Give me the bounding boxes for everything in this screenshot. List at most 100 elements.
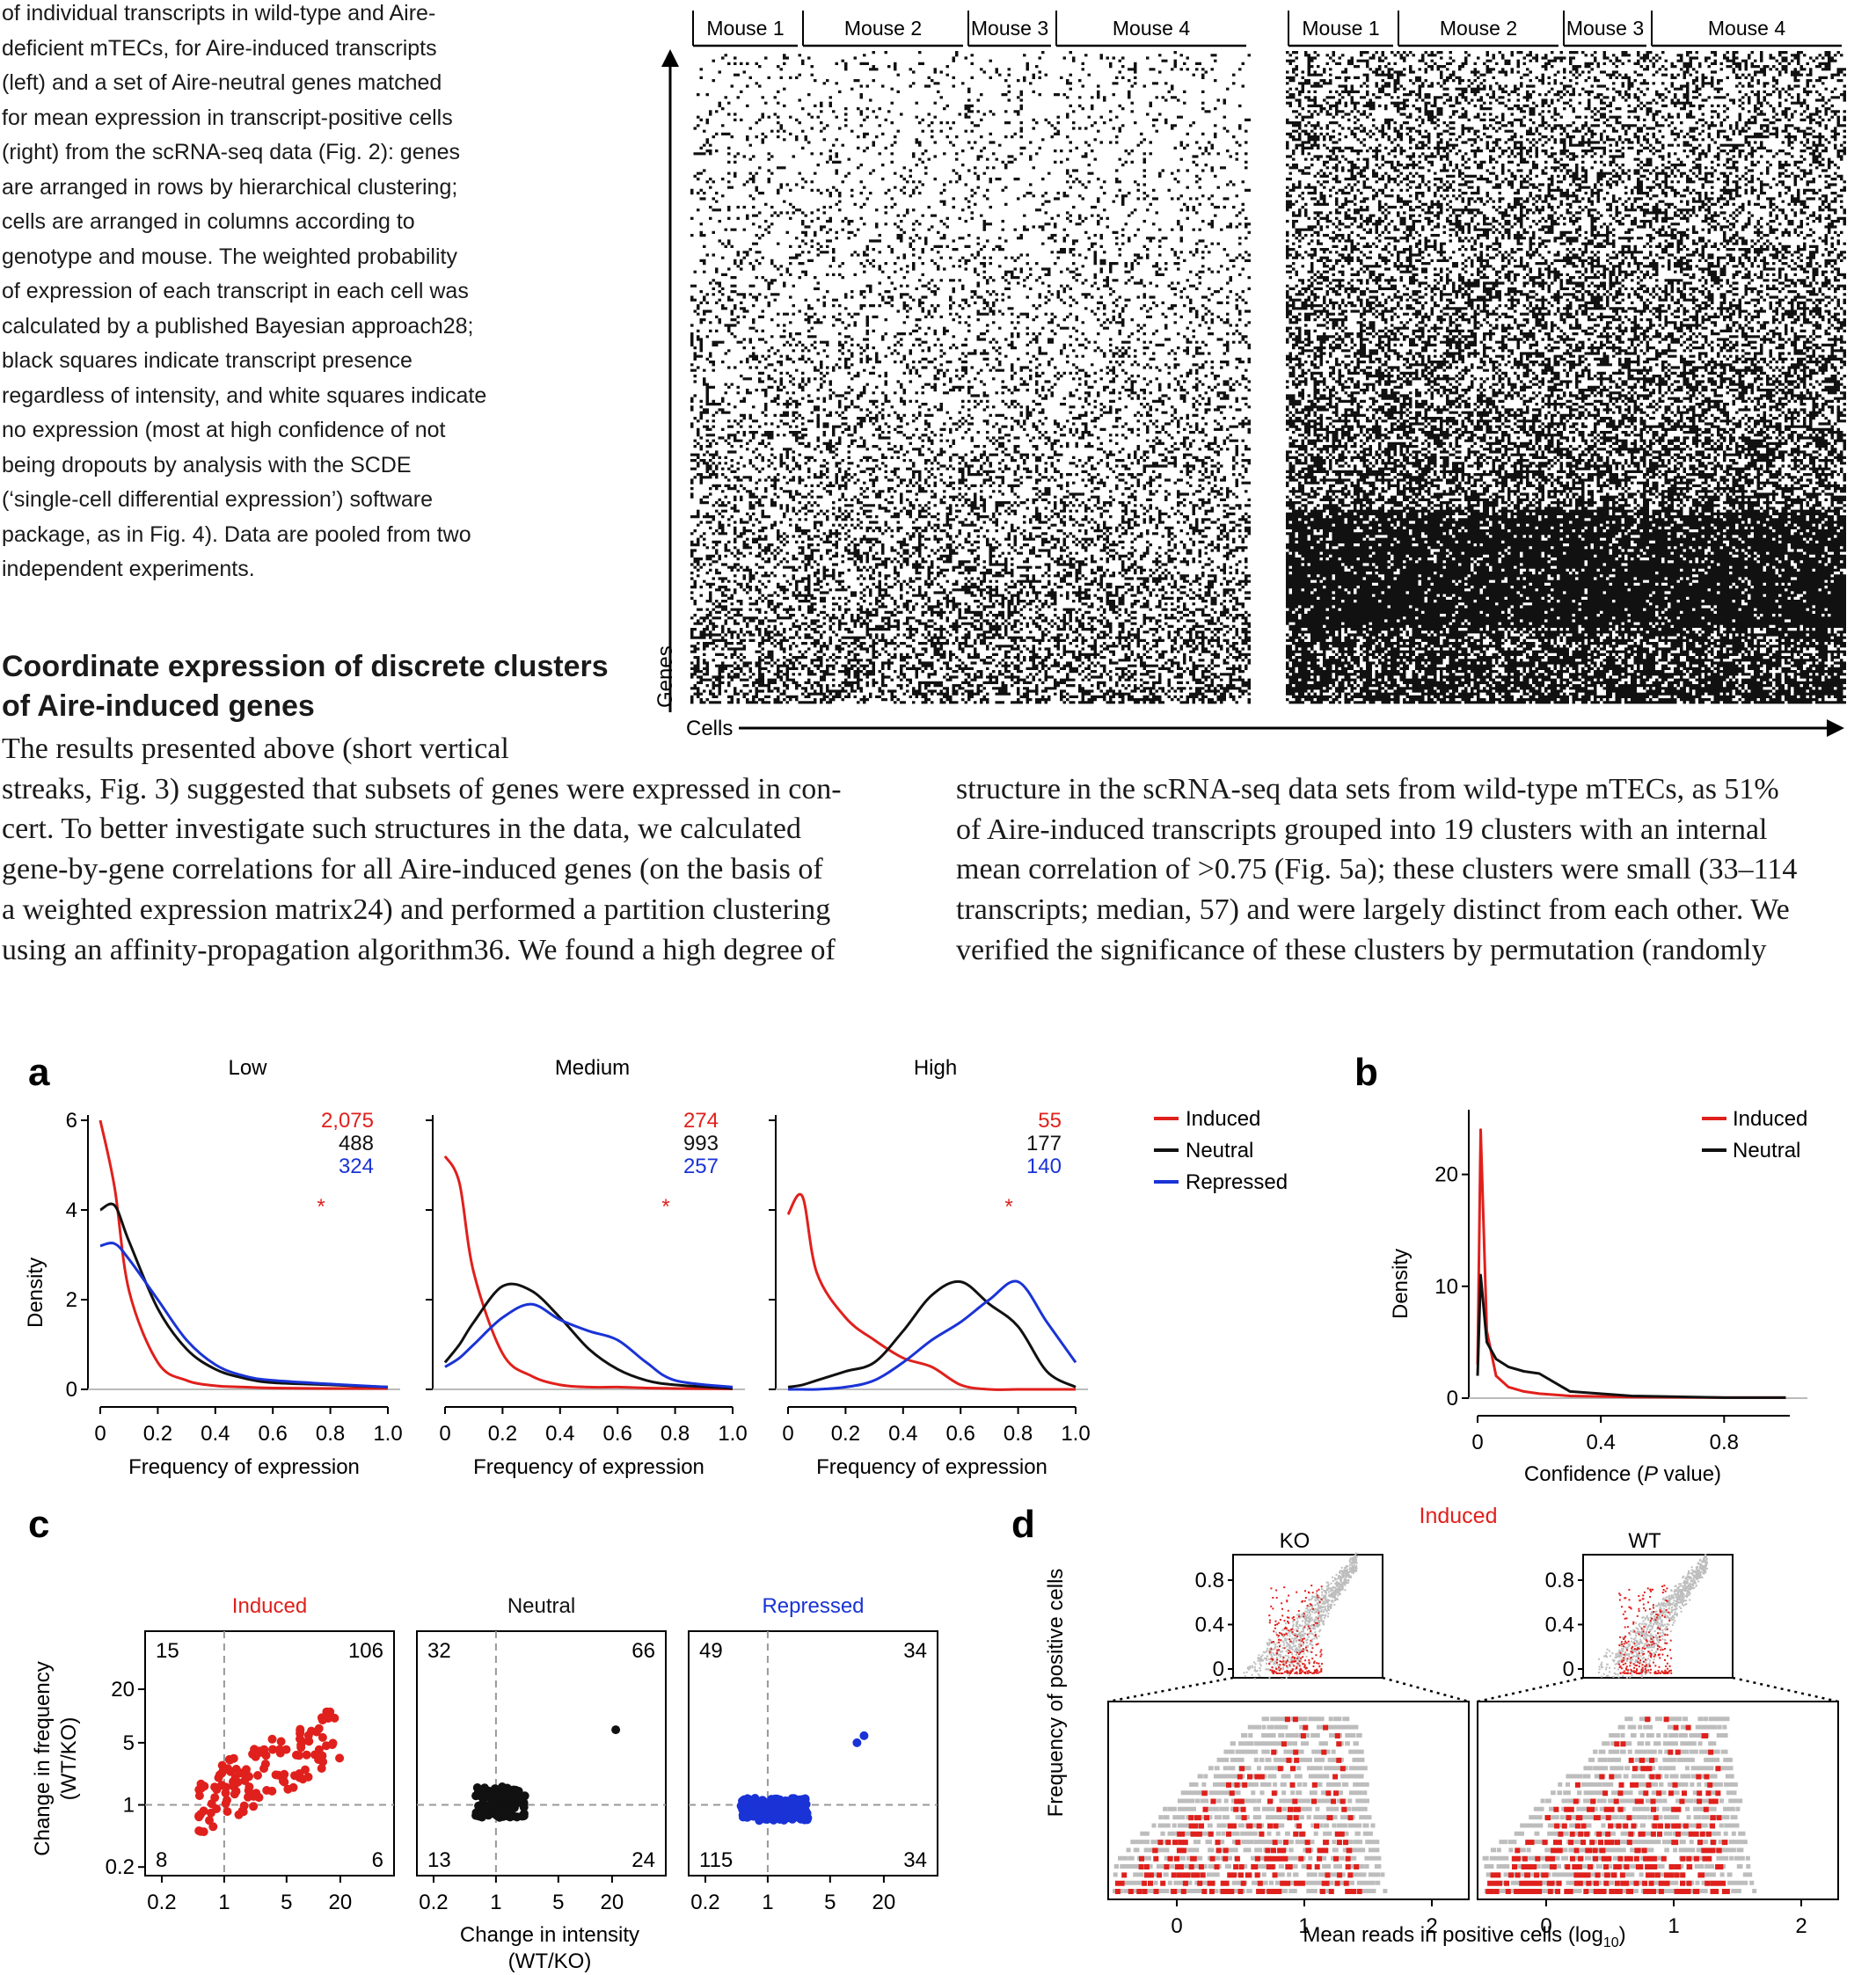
caption-line: for mean expression in transcript-positi… — [2, 105, 453, 130]
data-point — [231, 1764, 241, 1774]
body-line: of Aire-induced transcripts grouped into… — [956, 813, 1768, 846]
data-point — [268, 1745, 278, 1754]
data-point — [230, 1773, 240, 1782]
mouse-label: Mouse 2 — [1440, 17, 1517, 40]
x-tick-label: 0.2 — [831, 1422, 860, 1446]
subplot-title: Medium — [555, 1056, 630, 1080]
body-column-right: structure in the scRNA-seq data sets fro… — [956, 769, 1875, 971]
panel-b-ylabel: Density — [1389, 1249, 1412, 1319]
data-point — [320, 1713, 330, 1723]
zoom-line — [1732, 1676, 1839, 1703]
mouse-label: Mouse 4 — [1708, 17, 1785, 40]
data-point — [249, 1802, 259, 1811]
series-line-repressed — [444, 1302, 734, 1388]
data-point — [611, 1725, 621, 1735]
x-tick-label: 0.8 — [1710, 1431, 1739, 1454]
data-point — [254, 1746, 264, 1756]
series-line-repressed — [99, 1242, 389, 1388]
zoom-line — [1477, 1676, 1584, 1703]
x-tick-label: 0 — [1471, 1431, 1483, 1454]
caption-line: (right) from the scRNA-seq data (Fig. 2)… — [2, 140, 461, 164]
series-line-neutral — [787, 1279, 1077, 1388]
x-tick-label: 0 — [1540, 1914, 1551, 1938]
plot-frame — [144, 1630, 395, 1877]
mouse-label: Mouse 1 — [706, 17, 784, 40]
x-tick-label: 0.2 — [419, 1891, 448, 1914]
heatmap-neutral — [1286, 51, 1846, 704]
data-point — [519, 1803, 529, 1812]
data-point — [205, 1816, 214, 1826]
caption-line: black squares indicate transcript presen… — [2, 348, 412, 373]
legend-entry: Neutral — [1186, 1139, 1253, 1162]
data-point — [302, 1750, 311, 1760]
x-tick-label: 0.6 — [603, 1422, 632, 1446]
right-arrow-icon — [1827, 719, 1844, 737]
mouse-label: Mouse 3 — [1566, 17, 1644, 40]
caption-line: calculated by a published Bayesian appro… — [2, 313, 474, 339]
data-point — [260, 1760, 270, 1768]
x-tick-label: 20 — [601, 1891, 624, 1914]
panel-d-ko: KO 0 0.4 0.8 0 1 2 — [1107, 1529, 1470, 1938]
quadrant-count: 8 — [156, 1848, 167, 1872]
data-point — [271, 1770, 281, 1780]
data-point — [787, 1794, 797, 1804]
series-line-neutral — [443, 1282, 734, 1390]
x-tick-label: 5 — [824, 1891, 836, 1914]
panel-d-title: Induced — [1420, 1504, 1498, 1528]
panel-d: d Induced Frequency of positive cells KO… — [1011, 1503, 1839, 1950]
up-arrow-icon — [661, 49, 679, 67]
data-point — [288, 1782, 298, 1792]
data-point — [262, 1786, 272, 1795]
x-tick-label: 0.2 — [143, 1422, 172, 1446]
data-point — [248, 1749, 258, 1759]
caption-line: being dropouts by analysis with the SCDE — [2, 452, 412, 477]
x-tick-label: 0.4 — [888, 1422, 917, 1446]
cells-axis-label: Cells — [686, 717, 733, 740]
data-point — [267, 1734, 277, 1744]
x-tick-label: 0.2 — [488, 1422, 517, 1446]
count-label: 324 — [339, 1155, 374, 1178]
data-point — [512, 1812, 522, 1822]
y-tick-label: 0 — [1213, 1658, 1224, 1681]
heading-line-1: Coordinate expression of discrete cluste… — [2, 650, 609, 683]
x-tick-label: 0.8 — [661, 1422, 690, 1446]
x-axis-label: Frequency of expression — [816, 1455, 1047, 1479]
y-tick-label: 1 — [123, 1794, 135, 1818]
x-tick-label: 1.0 — [1061, 1422, 1090, 1446]
x-tick-label: 0.6 — [259, 1422, 288, 1446]
significance-star: * — [317, 1195, 325, 1219]
mouse-label: Mouse 1 — [1302, 17, 1379, 40]
body-line: a weighted expression matrix24) and perf… — [2, 893, 831, 926]
quadrant-count: 49 — [699, 1639, 723, 1663]
data-point — [221, 1799, 230, 1808]
caption-line: independent experiments. — [2, 557, 255, 581]
x-tick-label: 0.6 — [946, 1422, 975, 1446]
y-tick-label: 0 — [1447, 1387, 1458, 1410]
body-line: transcripts; median, 57) and were largel… — [956, 893, 1790, 927]
count-label: 274 — [683, 1109, 719, 1133]
caption-line: package, as in Fig. 4). Data are pooled … — [2, 521, 471, 547]
heading-line-2: of Aire-induced genes — [2, 689, 315, 723]
data-point — [221, 1789, 230, 1797]
data-point — [210, 1782, 220, 1792]
x-tick-label: 0.8 — [1004, 1422, 1033, 1446]
data-point — [482, 1804, 492, 1813]
data-point — [242, 1765, 251, 1775]
figure-caption: of individual transcripts in wild-type a… — [2, 0, 609, 587]
x-tick-label: 0.4 — [1586, 1431, 1615, 1454]
genes-axis-label: Genes — [653, 645, 677, 708]
quadrant-count: 13 — [427, 1848, 451, 1872]
quadrant-count: 115 — [699, 1848, 733, 1872]
caption-line: deficient mTECs, for Aire-induced transc… — [2, 35, 437, 61]
quadrant-count: 34 — [903, 1639, 927, 1663]
data-point — [290, 1771, 299, 1781]
legend-entry: Induced — [1733, 1107, 1807, 1131]
y-tick-label: 20 — [1434, 1163, 1458, 1187]
data-point — [494, 1804, 503, 1814]
panel-c-ylabel-1: Change in frequency — [31, 1661, 55, 1855]
data-point — [491, 1789, 500, 1798]
body-column-left: The results presented above (short verti… — [2, 729, 921, 970]
scatter-points-red — [1114, 1716, 1362, 1894]
x-tick-label: 0.4 — [201, 1422, 230, 1446]
significance-star: * — [661, 1195, 669, 1219]
